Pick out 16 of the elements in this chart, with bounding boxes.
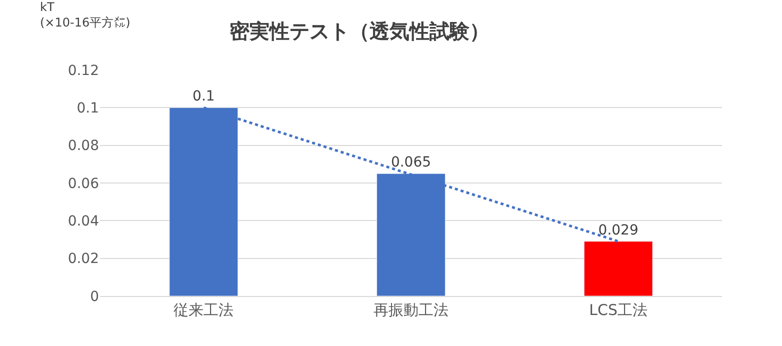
y-tick-label: 0.1 bbox=[76, 100, 99, 117]
x-tick-label: 従来工法 bbox=[174, 301, 234, 319]
y-tick-label: 0 bbox=[90, 288, 99, 305]
data-label: 0.1 bbox=[192, 88, 215, 105]
bar bbox=[584, 241, 653, 296]
y-tick-label: 0.02 bbox=[68, 251, 99, 268]
data-label: 0.029 bbox=[598, 222, 638, 238]
y-tick-label: 0.12 bbox=[68, 62, 99, 79]
chart-title: 密実性テスト（透気性試験） bbox=[230, 19, 490, 44]
x-tick-label: LCS工法 bbox=[589, 301, 648, 319]
y-tick-label: 0.04 bbox=[68, 214, 100, 230]
x-tick-label: 再振動工法 bbox=[374, 301, 448, 319]
data-label: 0.065 bbox=[390, 154, 432, 171]
y-axis-title: kT (×10-16平方㍍) bbox=[40, 0, 130, 30]
y-tick-label: 0.06 bbox=[68, 176, 100, 192]
y-tick-label: 0.08 bbox=[68, 138, 99, 154]
